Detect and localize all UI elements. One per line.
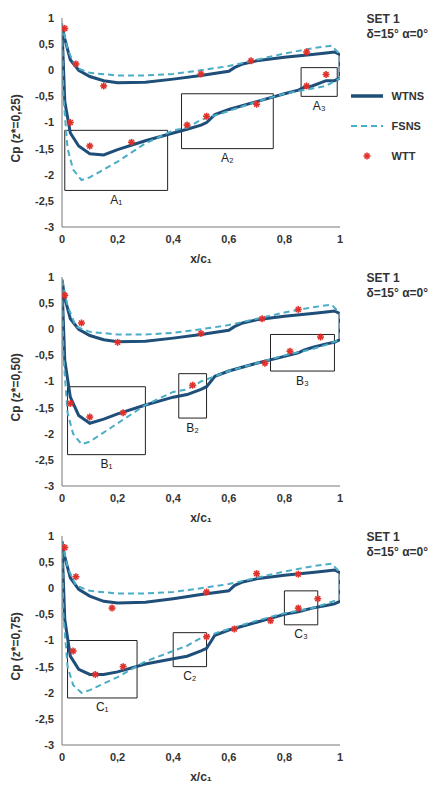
svg-text:0,4: 0,4: [166, 751, 182, 763]
svg-text:-3: -3: [44, 221, 54, 233]
svg-text:0,8: 0,8: [277, 751, 292, 763]
svg-text:-2,5: -2,5: [35, 713, 54, 725]
svg-text:0,8: 0,8: [277, 492, 292, 504]
svg-text:C₂: C₂: [183, 669, 197, 683]
svg-text:0: 0: [59, 492, 65, 504]
svg-text:-2: -2: [44, 428, 54, 440]
svg-text:x/c₁: x/c₁: [190, 511, 212, 525]
html-text:δ=15° α=0°: δ=15° α=0°: [366, 545, 428, 559]
svg-text:0,2: 0,2: [110, 751, 125, 763]
svg-text:-0,5: -0,5: [35, 349, 54, 361]
svg-text:-2: -2: [44, 169, 54, 181]
html-text:SET 1: SET 1: [366, 530, 400, 544]
html-text:WTNS: WTNS: [391, 90, 424, 102]
html-text:WTT: WTT: [391, 150, 416, 162]
svg-text:Cp (z*=0,25): Cp (z*=0,25): [9, 94, 23, 162]
svg-text:-3: -3: [44, 739, 54, 751]
svg-text:0,5: 0,5: [39, 297, 54, 309]
svg-text:-1,5: -1,5: [35, 661, 54, 673]
svg-text:0: 0: [59, 751, 65, 763]
svg-text:A₁: A₁: [110, 193, 122, 207]
svg-text:B₁: B₁: [100, 457, 112, 471]
html-text:δ=15° α=0°: δ=15° α=0°: [366, 27, 428, 41]
svg-text:0,8: 0,8: [277, 233, 292, 245]
svg-text:-0,5: -0,5: [35, 608, 54, 620]
html-text:SET 1: SET 1: [366, 12, 400, 26]
svg-text:A₃: A₃: [313, 99, 326, 113]
svg-text:x/c₁: x/c₁: [190, 770, 212, 784]
svg-text:1: 1: [337, 492, 343, 504]
svg-text:0,6: 0,6: [221, 751, 236, 763]
svg-text:Cp (z*=0,50): Cp (z*=0,50): [9, 353, 23, 421]
svg-text:A₂: A₂: [221, 151, 234, 165]
svg-text:1: 1: [337, 233, 343, 245]
html-text:δ=15° α=0°: δ=15° α=0°: [366, 286, 428, 300]
svg-text:-1: -1: [44, 634, 54, 646]
svg-text:B₂: B₂: [186, 421, 199, 435]
svg-text:0,6: 0,6: [221, 492, 236, 504]
svg-text:1: 1: [48, 530, 54, 542]
svg-text:-2: -2: [44, 687, 54, 699]
svg-text:0,4: 0,4: [166, 233, 182, 245]
html-text:SET 1: SET 1: [366, 271, 400, 285]
svg-text:-1: -1: [44, 116, 54, 128]
svg-text:0: 0: [48, 582, 54, 594]
svg-text:-3: -3: [44, 480, 54, 492]
svg-text:0: 0: [48, 64, 54, 76]
svg-text:-1: -1: [44, 375, 54, 387]
svg-text:-2,5: -2,5: [35, 195, 54, 207]
svg-text:1: 1: [48, 12, 54, 24]
svg-text:-2,5: -2,5: [35, 454, 54, 466]
svg-text:0,5: 0,5: [39, 556, 54, 568]
svg-text:C₃: C₃: [294, 627, 308, 641]
svg-text:Cp (z*=0,75): Cp (z*=0,75): [9, 612, 23, 680]
svg-text:-0,5: -0,5: [35, 90, 54, 102]
svg-text:1: 1: [48, 271, 54, 283]
svg-text:0,2: 0,2: [110, 233, 125, 245]
svg-text:0,4: 0,4: [166, 492, 182, 504]
svg-text:1: 1: [337, 751, 343, 763]
svg-text:-1,5: -1,5: [35, 402, 54, 414]
svg-text:0: 0: [48, 323, 54, 335]
html-text:FSNS: FSNS: [391, 120, 421, 132]
svg-text:B₃: B₃: [296, 374, 309, 388]
svg-text:0,2: 0,2: [110, 492, 125, 504]
svg-text:0,5: 0,5: [39, 38, 54, 50]
svg-text:0: 0: [59, 233, 65, 245]
svg-text:C₁: C₁: [96, 700, 109, 714]
svg-text:0,6: 0,6: [221, 233, 236, 245]
svg-text:x/c₁: x/c₁: [190, 252, 212, 266]
svg-text:-1,5: -1,5: [35, 143, 54, 155]
